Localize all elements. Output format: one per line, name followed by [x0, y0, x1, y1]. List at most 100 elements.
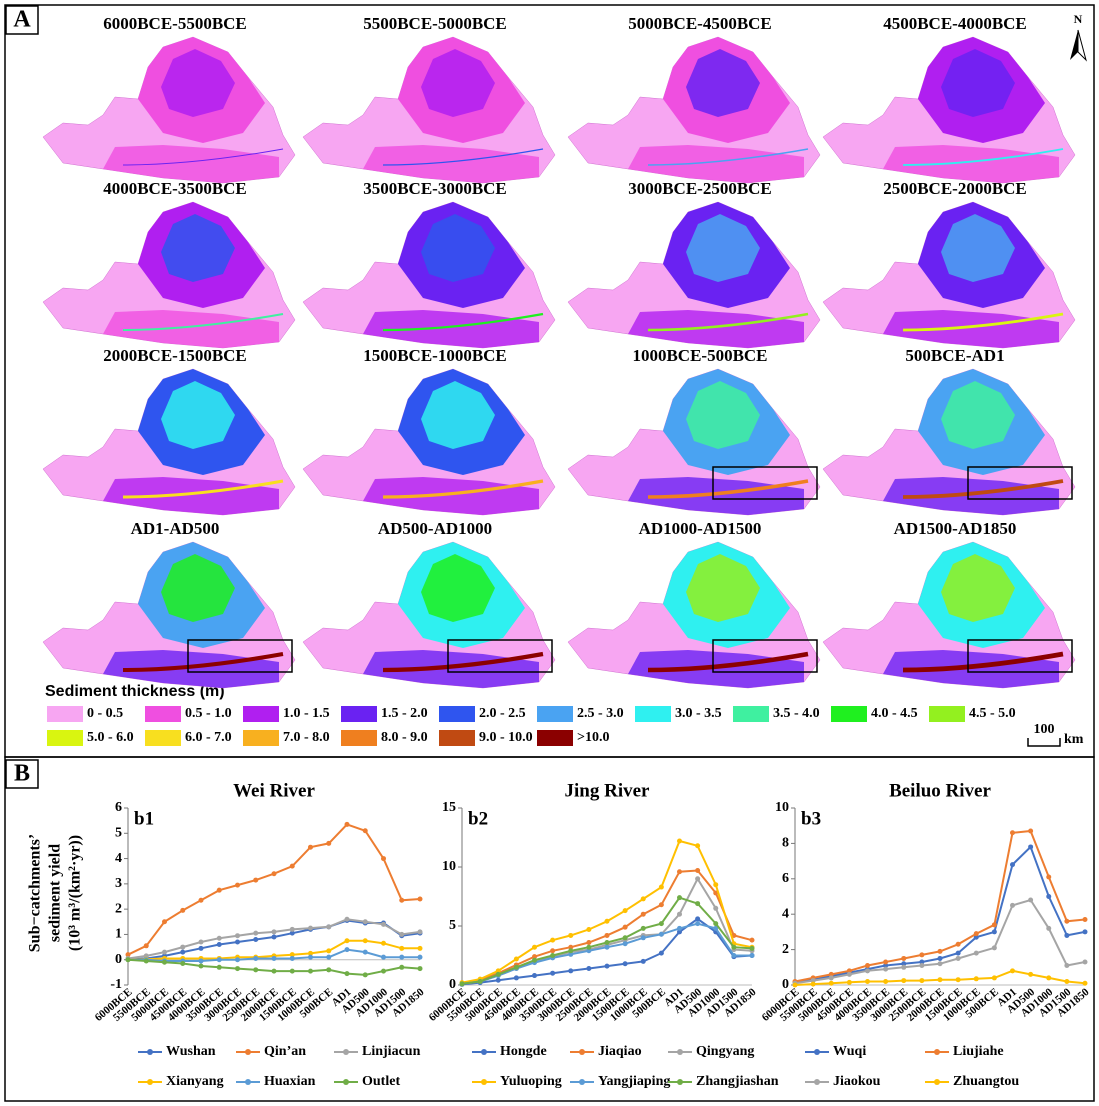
map-river	[647, 651, 809, 673]
map-region	[161, 49, 235, 117]
data-point	[586, 965, 592, 971]
data-point	[381, 856, 386, 862]
data-point	[568, 948, 574, 954]
legend-label: >10.0	[577, 730, 609, 745]
legend-label: Zhangjiashan	[696, 1074, 779, 1089]
data-point	[695, 876, 701, 882]
legend-label: 7.0 - 8.0	[283, 730, 330, 745]
data-point	[713, 905, 719, 911]
data-point	[792, 982, 798, 988]
data-point	[1064, 918, 1070, 924]
data-point	[1082, 980, 1088, 986]
map-region	[883, 145, 1059, 183]
data-point	[253, 877, 259, 883]
data-point	[216, 964, 222, 970]
data-point	[326, 924, 332, 930]
legend-label: 8.0 - 9.0	[381, 730, 428, 745]
y-tick-label: 0	[115, 952, 122, 967]
data-point	[1028, 897, 1034, 903]
legend-swatch	[243, 730, 279, 746]
y-tick-label: 3	[115, 876, 122, 891]
data-point	[622, 941, 628, 947]
data-point	[919, 959, 925, 965]
data-point	[749, 953, 755, 958]
map	[567, 201, 821, 349]
map-region	[421, 381, 495, 449]
data-point	[271, 871, 277, 877]
data-point	[1028, 971, 1034, 977]
map	[42, 541, 296, 689]
map-region	[103, 650, 279, 688]
legend-marker	[343, 1079, 349, 1085]
map-river	[647, 479, 809, 499]
legend-label: Hongde	[500, 1044, 547, 1059]
map-title: 1000BCE-500BCE	[632, 346, 767, 365]
data-point	[828, 980, 834, 986]
data-point	[695, 843, 701, 849]
map-highlight-box	[447, 639, 553, 673]
data-point	[1064, 978, 1070, 984]
data-point	[640, 896, 646, 902]
map-region	[883, 310, 1059, 348]
map	[302, 201, 556, 349]
data-point	[883, 963, 889, 969]
data-point	[731, 953, 737, 958]
y-tick-label: 6	[782, 871, 789, 886]
data-point	[586, 944, 592, 950]
map-title: AD1000-AD1500	[639, 519, 762, 538]
data-point	[362, 938, 368, 944]
data-point	[695, 921, 701, 927]
data-point	[695, 916, 701, 922]
legend-label: 4.5 - 5.0	[969, 706, 1016, 721]
panel-b-frame	[4, 756, 1095, 1102]
legend-label: Huaxian	[264, 1074, 316, 1089]
legend-label: Wuqi	[833, 1044, 866, 1059]
y-tick-label: 4	[782, 906, 789, 921]
map-title: 3000BCE-2500BCE	[628, 179, 772, 198]
y-tick-label: 0	[449, 977, 456, 992]
data-point	[568, 944, 574, 950]
data-point	[1028, 828, 1034, 834]
data-point	[1028, 844, 1034, 850]
y-axis-label: Sub−catchments’	[27, 834, 44, 952]
legend-swatch	[145, 706, 181, 722]
data-point	[550, 948, 556, 954]
legend-marker	[147, 1079, 153, 1085]
map-region	[628, 145, 804, 183]
legend-label: Zhuangtou	[953, 1074, 1019, 1089]
data-point	[749, 937, 755, 943]
data-point	[622, 961, 628, 967]
data-point	[289, 955, 295, 961]
scale-label: 100	[1034, 722, 1055, 737]
legend-label: Wushan	[166, 1044, 216, 1059]
data-point	[550, 953, 556, 958]
data-point	[731, 944, 737, 950]
data-point	[955, 941, 961, 947]
legend-marker	[677, 1049, 683, 1055]
data-point	[417, 966, 423, 972]
data-point	[180, 907, 186, 913]
legend-label: 2.5 - 3.0	[577, 706, 624, 721]
data-point	[677, 925, 682, 931]
legend-marker	[579, 1049, 585, 1055]
data-point	[381, 954, 386, 960]
map-river	[647, 312, 809, 332]
y-tick-label: 5	[449, 918, 456, 933]
data-point	[362, 919, 368, 925]
data-point	[344, 821, 350, 827]
data-point	[513, 964, 519, 970]
data-point	[253, 930, 259, 936]
map-region	[628, 477, 804, 515]
y-tick-label: 2	[782, 942, 789, 957]
map	[567, 36, 821, 184]
y-tick-label: 10	[442, 859, 456, 874]
data-point	[253, 955, 259, 961]
legend-label: Liujiahe	[953, 1044, 1004, 1059]
series-line	[127, 919, 421, 961]
data-point	[289, 926, 295, 932]
map	[822, 541, 1076, 689]
data-point	[937, 948, 943, 954]
legend-label: Qingyang	[696, 1044, 754, 1059]
map-region	[103, 477, 279, 515]
data-point	[532, 957, 537, 963]
